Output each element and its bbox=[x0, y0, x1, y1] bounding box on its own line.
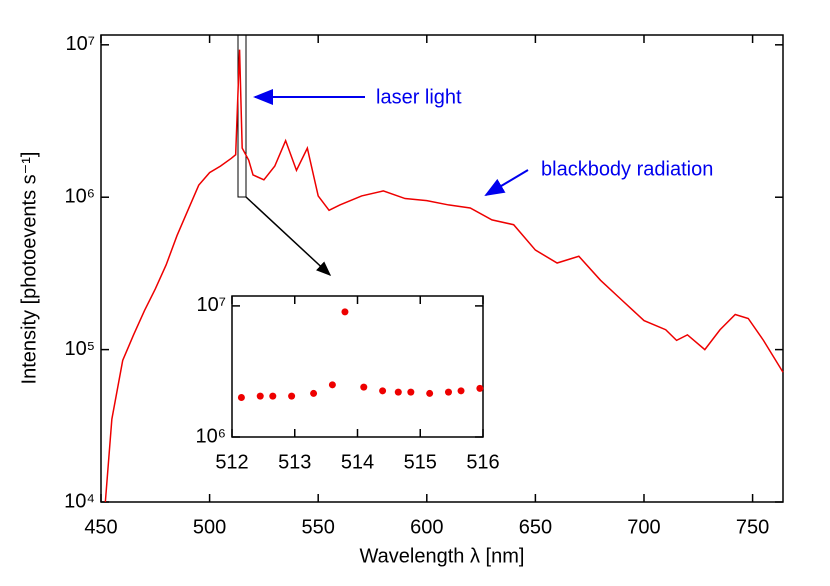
y-tick-label: 10⁵ bbox=[64, 338, 95, 360]
y-tick-label: 10⁶ bbox=[196, 425, 226, 447]
x-tick-label: 500 bbox=[193, 516, 226, 538]
plot-frame bbox=[100, 34, 784, 503]
data-point bbox=[444, 388, 452, 396]
data-point bbox=[341, 308, 349, 316]
x-tick-label: 516 bbox=[466, 451, 499, 473]
data-point bbox=[394, 388, 402, 396]
data-point bbox=[379, 387, 387, 395]
x-tick-label: 650 bbox=[519, 516, 552, 538]
x-tick-label: 513 bbox=[278, 451, 311, 473]
x-tick-label: 550 bbox=[302, 516, 335, 538]
y-tick-label: 10⁷ bbox=[66, 33, 95, 55]
annotation: laser light bbox=[376, 86, 462, 108]
y-tick-label: 10⁴ bbox=[64, 490, 95, 512]
x-tick-label: 600 bbox=[410, 516, 443, 538]
y-tick-label: 10⁶ bbox=[65, 185, 95, 207]
data-point bbox=[457, 387, 465, 395]
x-tick-label: 700 bbox=[627, 516, 660, 538]
inset-background bbox=[232, 296, 483, 437]
x-axis-label: Wavelength λ [nm] bbox=[360, 545, 525, 567]
spectrum-line bbox=[104, 49, 784, 503]
data-point bbox=[237, 394, 245, 402]
x-tick-label: 512 bbox=[215, 451, 248, 473]
y-axis-label: Intensity [photoevents s⁻¹] bbox=[18, 152, 40, 385]
x-tick-label: 514 bbox=[341, 451, 374, 473]
x-tick-label: 750 bbox=[736, 516, 769, 538]
data-point bbox=[426, 389, 434, 397]
data-point bbox=[269, 392, 277, 400]
data-point bbox=[328, 381, 336, 389]
y-tick-label: 10⁷ bbox=[197, 294, 226, 316]
data-point bbox=[476, 384, 484, 392]
annotation-arrow bbox=[484, 169, 529, 197]
zoom-arrow bbox=[245, 196, 332, 277]
x-tick-label: 450 bbox=[84, 516, 117, 538]
data-point bbox=[310, 389, 318, 397]
data-point bbox=[360, 383, 368, 391]
annotation: blackbody radiation bbox=[541, 158, 713, 180]
data-point bbox=[407, 388, 415, 396]
x-tick-label: 515 bbox=[404, 451, 437, 473]
data-point bbox=[288, 392, 296, 400]
data-point bbox=[256, 392, 264, 400]
